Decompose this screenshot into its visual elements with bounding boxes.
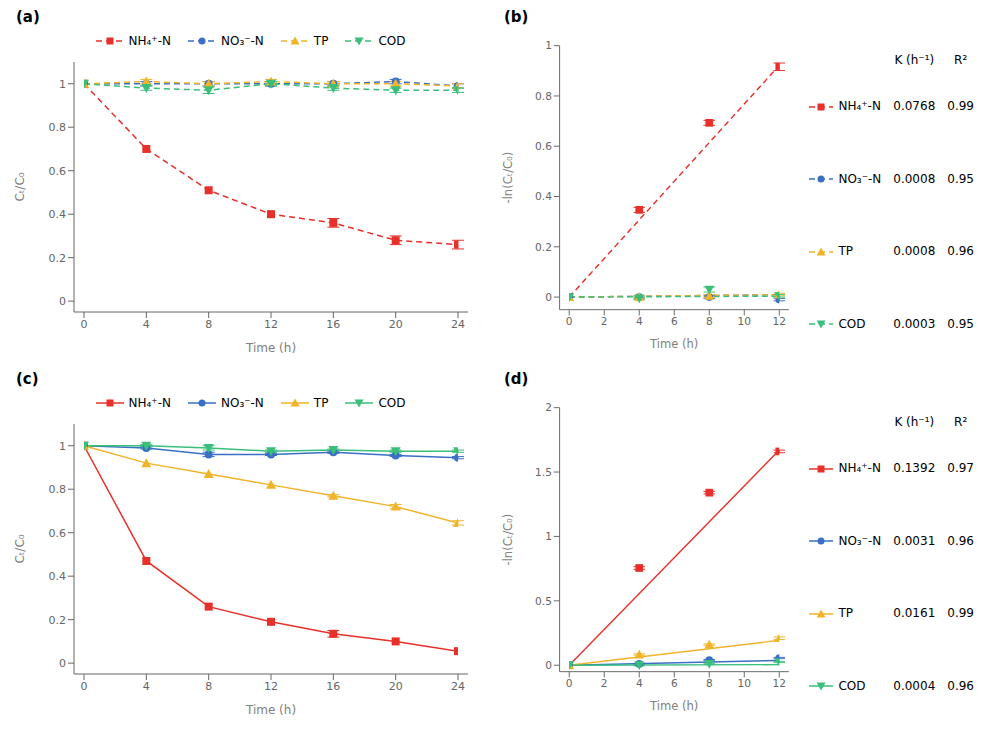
svg-text:2: 2 xyxy=(601,677,608,689)
html-text:NH₄⁺-N: NH₄⁺-N xyxy=(128,34,171,48)
html-text:0.99: 0.99 xyxy=(947,606,974,621)
html-text:R²: R² xyxy=(954,415,968,429)
html-text:COD: COD xyxy=(378,34,406,48)
html-text:0.99: 0.99 xyxy=(947,99,974,114)
svg-text:1: 1 xyxy=(545,39,552,51)
html-text:0.95: 0.95 xyxy=(947,316,974,331)
svg-text:1: 1 xyxy=(59,440,66,453)
svg-text:10: 10 xyxy=(738,315,752,327)
svg-text:4: 4 xyxy=(143,680,150,693)
html-text:0.96: 0.96 xyxy=(947,244,974,259)
html-text:K (h⁻¹): K (h⁻¹) xyxy=(894,415,935,429)
svg-text:2: 2 xyxy=(601,315,608,327)
svg-text:8: 8 xyxy=(706,315,713,327)
svg-text:0.8: 0.8 xyxy=(49,483,67,496)
svg-text:Time (h): Time (h) xyxy=(649,699,698,713)
html-text:0.96: 0.96 xyxy=(947,678,974,693)
html-text:NO₃⁻-N: NO₃⁻-N xyxy=(221,396,264,410)
svg-text:0.8: 0.8 xyxy=(535,90,552,102)
html-text:NO₃⁻-N: NO₃⁻-N xyxy=(838,171,882,186)
svg-text:Time (h): Time (h) xyxy=(649,337,698,351)
svg-text:4: 4 xyxy=(636,677,643,689)
html-text:(a): (a) xyxy=(16,8,40,26)
svg-text:6: 6 xyxy=(671,677,678,689)
html-text:TP: TP xyxy=(313,396,329,410)
svg-text:0.8: 0.8 xyxy=(49,121,67,134)
svg-text:0: 0 xyxy=(566,315,573,327)
svg-text:8: 8 xyxy=(706,677,713,689)
html-text:NH₄⁺-N: NH₄⁺-N xyxy=(838,99,881,114)
svg-text:Cₜ/C₀: Cₜ/C₀ xyxy=(13,534,27,563)
svg-text:1: 1 xyxy=(59,78,66,91)
html-text:0.1392: 0.1392 xyxy=(893,461,936,476)
html-text:COD: COD xyxy=(838,316,866,331)
svg-text:6: 6 xyxy=(671,315,678,327)
svg-text:12: 12 xyxy=(264,318,278,331)
svg-text:0.4: 0.4 xyxy=(49,570,67,583)
svg-text:Time (h): Time (h) xyxy=(245,341,296,355)
svg-text:0: 0 xyxy=(81,318,88,331)
html-text:TP: TP xyxy=(313,34,329,48)
html-text:K (h⁻¹): K (h⁻¹) xyxy=(894,53,935,67)
svg-text:0.4: 0.4 xyxy=(535,190,552,202)
svg-text:20: 20 xyxy=(389,680,403,693)
svg-text:12: 12 xyxy=(773,315,786,327)
html-text:NH₄⁺-N: NH₄⁺-N xyxy=(128,396,171,410)
html-text:0.97: 0.97 xyxy=(947,461,974,476)
svg-text:12: 12 xyxy=(264,680,278,693)
svg-text:1: 1 xyxy=(545,530,552,542)
svg-text:8: 8 xyxy=(205,318,212,331)
svg-text:0.6: 0.6 xyxy=(49,527,67,540)
svg-text:0.2: 0.2 xyxy=(535,241,552,253)
html-text:0.0031: 0.0031 xyxy=(893,533,936,548)
svg-text:0.2: 0.2 xyxy=(49,252,67,265)
svg-text:-ln(Cₜ/C₀): -ln(Cₜ/C₀) xyxy=(501,514,515,566)
html-text:0.0003: 0.0003 xyxy=(893,316,936,331)
svg-text:0: 0 xyxy=(566,677,573,689)
svg-text:2: 2 xyxy=(545,401,552,413)
html-text:NO₃⁻-N: NO₃⁻-N xyxy=(221,34,264,48)
svg-text:20: 20 xyxy=(389,318,403,331)
html-text:0.0004: 0.0004 xyxy=(893,678,936,693)
html-text:(c): (c) xyxy=(16,370,39,388)
svg-text:16: 16 xyxy=(326,318,340,331)
html-text:0.96: 0.96 xyxy=(947,533,974,548)
html-text:(b): (b) xyxy=(504,8,529,26)
html-text:TP: TP xyxy=(838,244,853,259)
html-text:0.95: 0.95 xyxy=(947,171,974,186)
svg-text:-ln(Cₜ/C₀): -ln(Cₜ/C₀) xyxy=(501,152,515,204)
html-text:R²: R² xyxy=(954,53,968,67)
svg-text:0: 0 xyxy=(59,657,66,670)
svg-text:4: 4 xyxy=(143,318,150,331)
html-text:0.0008: 0.0008 xyxy=(893,244,936,259)
html-text:0.0768: 0.0768 xyxy=(893,99,936,114)
svg-text:Time (h): Time (h) xyxy=(245,703,296,717)
html-text:TP: TP xyxy=(838,606,853,621)
svg-text:8: 8 xyxy=(205,680,212,693)
html-text:NO₃⁻-N: NO₃⁻-N xyxy=(838,533,882,548)
svg-text:0.6: 0.6 xyxy=(49,165,67,178)
html-text:0.0008: 0.0008 xyxy=(893,171,936,186)
svg-text:16: 16 xyxy=(326,680,340,693)
html-text:COD: COD xyxy=(838,678,866,693)
svg-text:0: 0 xyxy=(545,291,552,303)
svg-text:4: 4 xyxy=(636,315,643,327)
svg-text:24: 24 xyxy=(451,680,465,693)
svg-text:0: 0 xyxy=(545,659,552,671)
svg-text:0: 0 xyxy=(59,295,66,308)
svg-text:12: 12 xyxy=(773,677,786,689)
html-text:0.0161: 0.0161 xyxy=(893,606,936,621)
svg-text:10: 10 xyxy=(738,677,752,689)
svg-text:0.6: 0.6 xyxy=(535,140,552,152)
svg-text:24: 24 xyxy=(451,318,465,331)
svg-text:0.4: 0.4 xyxy=(49,208,67,221)
html-text:COD: COD xyxy=(378,396,406,410)
html-text:(d): (d) xyxy=(504,370,529,388)
svg-text:0.5: 0.5 xyxy=(535,595,552,607)
html-text:NH₄⁺-N: NH₄⁺-N xyxy=(838,461,881,476)
svg-text:Cₜ/C₀: Cₜ/C₀ xyxy=(13,172,27,201)
svg-text:0.2: 0.2 xyxy=(49,614,67,627)
svg-text:0: 0 xyxy=(81,680,88,693)
svg-text:1.5: 1.5 xyxy=(535,466,552,478)
